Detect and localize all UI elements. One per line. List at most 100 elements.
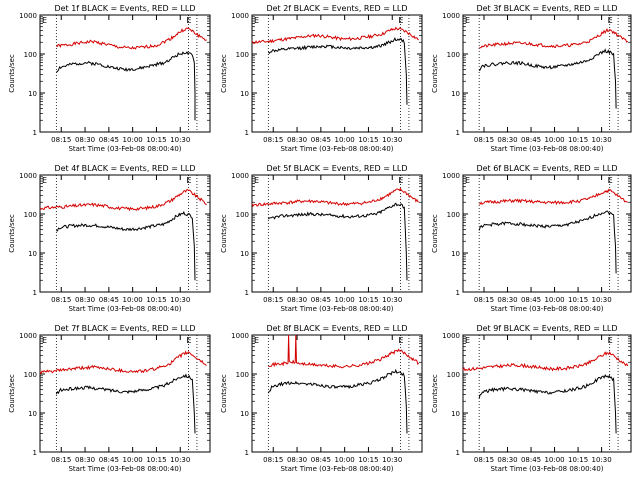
events-series-line xyxy=(478,48,617,109)
detector-panel-7: Det 7f BLACK = Events, RED = LLD E E 1 10 100… xyxy=(8,324,211,473)
plot-frame xyxy=(39,334,211,453)
event-marker-label: E xyxy=(465,336,470,345)
x-tick-label: 08:30 xyxy=(75,456,95,464)
detector-panel-2: Det 2f BLACK = Events, RED = LLD E E 1 10 100… xyxy=(220,4,423,153)
event-marker-label: E xyxy=(42,176,47,185)
y-axis-label: Counts/sec xyxy=(8,214,16,253)
x-tick-label: 10:15 xyxy=(358,296,378,304)
y-tick-label: 10 xyxy=(240,250,249,258)
x-tick-label: 08:15 xyxy=(474,456,494,464)
events-series-line xyxy=(478,210,617,274)
x-tick-label: 08:30 xyxy=(75,296,95,304)
events-series-line xyxy=(55,373,196,434)
x-tick-label: 10:30 xyxy=(382,296,402,304)
x-tick-label: 08:45 xyxy=(311,136,331,144)
panel-title: Det 5f BLACK = Events, RED = LLD xyxy=(266,164,407,173)
detector-panel-4: Det 4f BLACK = Events, RED = LLD E E 1 10 100… xyxy=(8,164,211,313)
event-marker-label: E xyxy=(608,16,613,25)
panel-title: Det 7f BLACK = Events, RED = LLD xyxy=(54,324,195,333)
panel-title: Det 8f BLACK = Events, RED = LLD xyxy=(266,324,407,333)
x-axis-label: Start Time (03-Feb-08 08:00:40) xyxy=(280,465,393,473)
x-axis-label: Start Time (03-Feb-08 08:00:40) xyxy=(490,305,603,313)
x-tick-label: 08:15 xyxy=(51,296,71,304)
x-tick-label: 10:15 xyxy=(146,296,166,304)
events-series-line xyxy=(56,51,196,121)
x-tick-label: 10:00 xyxy=(544,296,564,304)
x-tick-label: 08:45 xyxy=(99,136,119,144)
x-tick-label: 10:00 xyxy=(544,456,564,464)
y-tick-label: 100 xyxy=(24,371,37,379)
y-tick-label: 1 xyxy=(33,449,37,457)
panel-title: Det 1f BLACK = Events, RED = LLD xyxy=(54,4,195,13)
plot-frame xyxy=(462,14,632,133)
y-tick-label: 1000 xyxy=(19,172,37,180)
y-tick-label: 1 xyxy=(456,449,460,457)
x-tick-label: 10:30 xyxy=(170,296,190,304)
event-marker-label: E xyxy=(608,176,613,185)
event-marker-label: E xyxy=(186,336,191,345)
events-series-line xyxy=(267,37,408,105)
event-marker-label: E xyxy=(398,16,403,25)
plot-frame xyxy=(39,14,211,133)
y-tick-label: 1000 xyxy=(231,332,249,340)
y-tick-label: 1000 xyxy=(442,332,460,340)
lld-series-line xyxy=(56,27,207,50)
panel-title: Det 2f BLACK = Events, RED = LLD xyxy=(266,4,407,13)
lld-series-line xyxy=(251,187,420,208)
y-tick-label: 1 xyxy=(245,289,249,297)
y-tick-label: 100 xyxy=(236,51,249,59)
x-tick-label: 10:15 xyxy=(358,456,378,464)
detector-panel-6: Det 6f BLACK = Events, RED = LLD E E 1 10 100… xyxy=(431,164,632,313)
x-tick-label: 08:30 xyxy=(287,456,307,464)
event-marker-label: E xyxy=(254,336,259,345)
x-tick-label: 08:45 xyxy=(311,456,331,464)
event-marker-label: E xyxy=(465,176,470,185)
y-tick-label: 10 xyxy=(28,410,37,418)
x-tick-label: 08:45 xyxy=(521,296,541,304)
event-marker-label: E xyxy=(186,16,191,25)
plot-frame xyxy=(39,174,211,293)
lld-series-line xyxy=(39,189,207,212)
y-tick-label: 1000 xyxy=(442,12,460,20)
y-tick-label: 100 xyxy=(24,211,37,219)
panel-title: Det 3f BLACK = Events, RED = LLD xyxy=(476,4,617,13)
panel-title: Det 9f BLACK = Events, RED = LLD xyxy=(476,324,617,333)
x-tick-label: 10:15 xyxy=(568,296,588,304)
x-axis-label: Start Time (03-Feb-08 08:00:40) xyxy=(490,145,603,153)
event-marker-label: E xyxy=(465,16,470,25)
x-axis-label: Start Time (03-Feb-08 08:00:40) xyxy=(280,145,393,153)
x-tick-label: 10:30 xyxy=(592,136,612,144)
x-axis-label: Start Time (03-Feb-08 08:00:40) xyxy=(68,145,181,153)
detector-panel-9: Det 9f BLACK = Events, RED = LLD E E 1 10 100… xyxy=(431,324,632,473)
lld-series-line xyxy=(478,188,628,206)
panel-title: Det 4f BLACK = Events, RED = LLD xyxy=(54,164,195,173)
plot-frame xyxy=(251,14,423,133)
lld-series-line xyxy=(268,334,420,369)
y-tick-label: 1000 xyxy=(231,172,249,180)
y-axis-label: Counts/sec xyxy=(431,374,439,413)
x-tick-label: 08:15 xyxy=(51,136,71,144)
x-tick-label: 08:15 xyxy=(474,296,494,304)
x-tick-label: 08:30 xyxy=(497,456,517,464)
x-tick-label: 10:30 xyxy=(382,456,402,464)
y-tick-label: 1 xyxy=(245,129,249,137)
y-tick-label: 1 xyxy=(456,289,460,297)
x-tick-label: 08:30 xyxy=(497,296,517,304)
x-tick-label: 08:15 xyxy=(474,136,494,144)
x-axis-label: Start Time (03-Feb-08 08:00:40) xyxy=(280,305,393,313)
x-tick-label: 10:30 xyxy=(592,296,612,304)
y-tick-label: 1 xyxy=(33,129,37,137)
plot-frame xyxy=(251,174,423,293)
y-tick-label: 10 xyxy=(240,410,249,418)
x-tick-label: 08:15 xyxy=(51,456,71,464)
x-tick-label: 10:00 xyxy=(335,296,355,304)
event-marker-label: E xyxy=(42,16,47,25)
y-tick-label: 10 xyxy=(451,90,460,98)
x-tick-label: 08:30 xyxy=(497,136,517,144)
y-axis-label: Counts/sec xyxy=(8,54,16,93)
y-tick-label: 1 xyxy=(33,289,37,297)
lld-series-line xyxy=(462,350,629,372)
x-tick-label: 08:45 xyxy=(311,296,331,304)
y-tick-label: 1000 xyxy=(442,172,460,180)
detector-panel-5: Det 5f BLACK = Events, RED = LLD E E 1 10 100… xyxy=(220,164,423,313)
